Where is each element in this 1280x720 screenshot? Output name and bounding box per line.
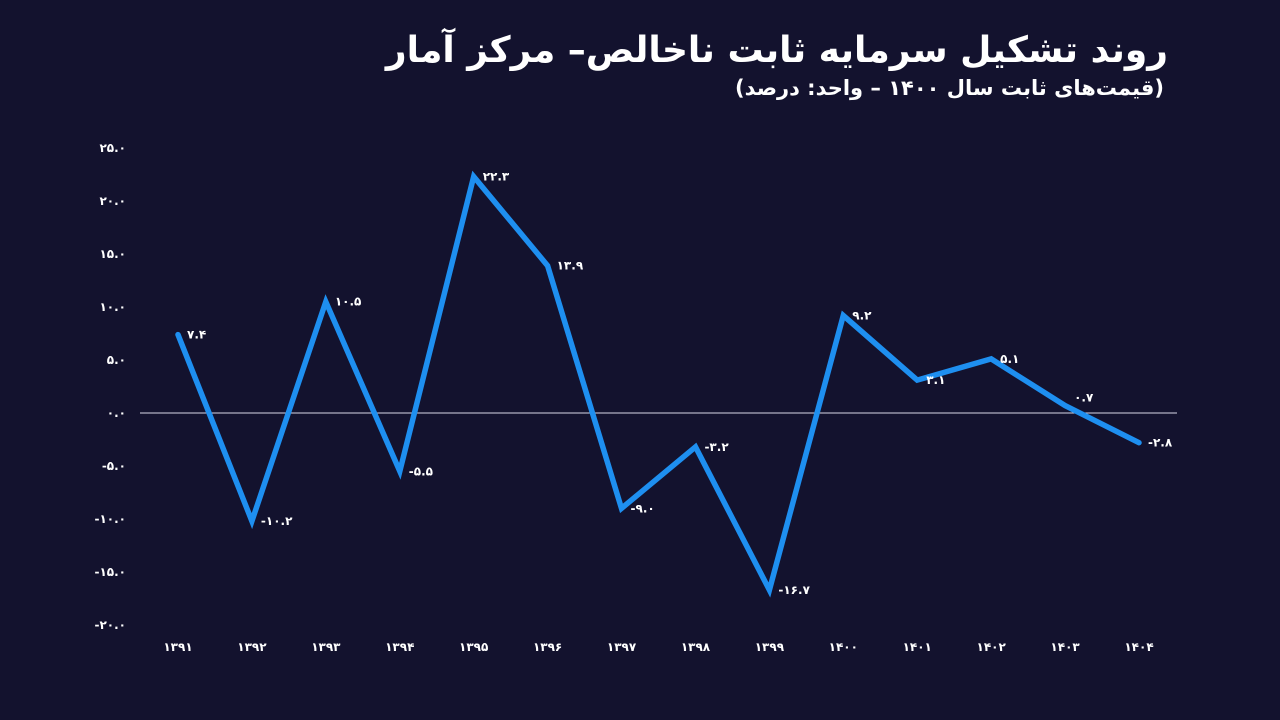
- x-tick-label: ۱۳۹۵: [459, 640, 488, 654]
- x-tick-label: ۱۴۰۱: [903, 640, 932, 654]
- chart-subtitle: (قیمت‌های ثابت سال ۱۴۰۰ – واحد: درصد): [734, 76, 1164, 100]
- data-label: ۵.۱: [1000, 352, 1019, 366]
- series-line: [175, 170, 1142, 598]
- data-label: -۵.۵: [409, 464, 433, 478]
- data-label: ۱۳.۹: [557, 259, 584, 273]
- x-tick-label: ۱۴۰۴: [1124, 640, 1153, 654]
- x-tick-label: ۱۳۹۸: [681, 640, 711, 654]
- x-tick-label: ۱۳۹۲: [237, 640, 267, 654]
- data-label: -۲.۸: [1148, 436, 1173, 450]
- data-label: -۹.۰: [631, 501, 655, 515]
- y-tick-label: ۰.۰: [107, 406, 126, 420]
- x-tick-label: ۱۳۹۶: [533, 640, 562, 654]
- data-label: -۱۶.۷: [778, 583, 810, 597]
- data-label: ۳.۱: [926, 373, 945, 387]
- y-tick-label: -۱۰.۰: [94, 512, 126, 526]
- data-label: ۱۰.۵: [335, 295, 362, 309]
- y-tick-label: ۵.۰: [107, 353, 126, 367]
- data-label: ۷.۴: [187, 328, 206, 342]
- data-label: -۱۰.۲: [261, 514, 293, 528]
- x-tick-label: ۱۴۰۰: [829, 640, 858, 654]
- x-tick-label: ۱۳۹۹: [755, 640, 785, 654]
- y-tick-label: ۱۵.۰: [99, 247, 126, 261]
- x-tick-label: ۱۴۰۳: [1050, 640, 1080, 654]
- y-tick-label: ۲۰.۰: [99, 194, 126, 208]
- y-tick-label: ۱۰.۰: [99, 300, 126, 314]
- y-tick-label: -۵.۰: [102, 459, 126, 473]
- y-tick-label: -۱۵.۰: [94, 565, 126, 579]
- x-tick-label: ۱۳۹۱: [163, 640, 192, 654]
- data-label: ۲۲.۳: [483, 170, 510, 184]
- data-label: -۳.۲: [704, 440, 729, 454]
- y-tick-label: -۲۰.۰: [94, 618, 126, 632]
- x-tick-label: ۱۳۹۷: [607, 640, 637, 654]
- y-tick-label: ۲۵.۰: [99, 141, 126, 155]
- x-tick-label: ۱۳۹۳: [311, 640, 341, 654]
- x-tick-label: ۱۴۰۲: [977, 640, 1007, 654]
- x-tick-label: ۱۳۹۴: [385, 640, 414, 654]
- data-label: ۹.۲: [852, 308, 872, 322]
- chart-title: روند تشکیل سرمایه ثابت ناخالص– مرکز آمار: [385, 30, 1169, 71]
- data-label: ۰.۷: [1074, 391, 1094, 405]
